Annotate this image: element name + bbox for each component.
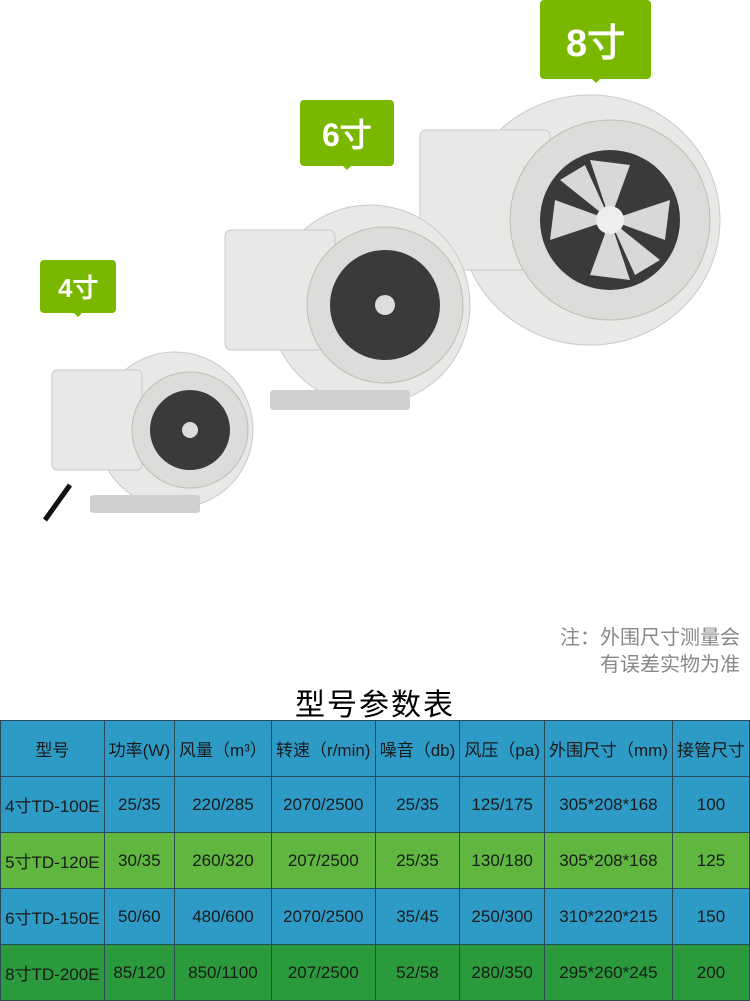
table-cell: 25/35: [375, 833, 460, 889]
table-cell: 35/45: [375, 889, 460, 945]
size-tag-6: 6寸: [300, 100, 394, 166]
table-row: 8寸TD-200E85/120850/1100207/250052/58280/…: [1, 945, 750, 1001]
table-cell: 50/60: [104, 889, 174, 945]
table-cell: 850/1100: [175, 945, 272, 1001]
note-line2: 有误差实物为准: [600, 654, 740, 676]
table-cell: 250/300: [460, 889, 545, 945]
table-cell: 2070/2500: [271, 777, 375, 833]
spec-table: 型号功率(W)风量（m³）转速（r/min)噪音（db)风压（pa)外围尺寸（m…: [0, 720, 750, 1001]
table-cell: 6寸TD-150E: [1, 889, 105, 945]
table-cell: 220/285: [175, 777, 272, 833]
fan-4-icon: [40, 310, 260, 530]
table-cell: 52/58: [375, 945, 460, 1001]
table-cell: 2070/2500: [271, 889, 375, 945]
table-cell: 207/2500: [271, 945, 375, 1001]
table-cell: 310*220*215: [544, 889, 672, 945]
spec-table-title: 型号参数表: [0, 680, 750, 724]
table-cell: 125: [672, 833, 749, 889]
table-cell: 25/35: [104, 777, 174, 833]
table-row: 5寸TD-120E30/35260/320207/250025/35130/18…: [1, 833, 750, 889]
table-cell: 125/175: [460, 777, 545, 833]
table-cell: 260/320: [175, 833, 272, 889]
table-cell: 25/35: [375, 777, 460, 833]
table-cell: 100: [672, 777, 749, 833]
note-prefix: 注：: [560, 627, 600, 649]
col-header: 接管尺寸: [672, 721, 749, 777]
col-header: 外围尺寸（mm): [544, 721, 672, 777]
table-cell: 207/2500: [271, 833, 375, 889]
table-cell: 305*208*168: [544, 777, 672, 833]
col-header: 转速（r/min): [271, 721, 375, 777]
table-cell: 200: [672, 945, 749, 1001]
table-row: 4寸TD-100E25/35220/2852070/250025/35125/1…: [1, 777, 750, 833]
product-image-area: 8寸 6寸 4寸: [0, 0, 750, 620]
table-row: 6寸TD-150E50/60480/6002070/250035/45250/3…: [1, 889, 750, 945]
col-header: 功率(W): [104, 721, 174, 777]
table-cell: 4寸TD-100E: [1, 777, 105, 833]
table-cell: 305*208*168: [544, 833, 672, 889]
measurement-note: 注：外围尺寸测量会 注：有误差实物为准: [560, 625, 740, 679]
table-cell: 280/350: [460, 945, 545, 1001]
table-cell: 480/600: [175, 889, 272, 945]
table-cell: 150: [672, 889, 749, 945]
table-cell: 130/180: [460, 833, 545, 889]
table-cell: 5寸TD-120E: [1, 833, 105, 889]
table-cell: 295*260*245: [544, 945, 672, 1001]
col-header: 型号: [1, 721, 105, 777]
table-cell: 8寸TD-200E: [1, 945, 105, 1001]
col-header: 噪音（db): [375, 721, 460, 777]
size-tag-4: 4寸: [40, 260, 116, 313]
col-header: 风压（pa): [460, 721, 545, 777]
table-cell: 85/120: [104, 945, 174, 1001]
table-cell: 30/35: [104, 833, 174, 889]
col-header: 风量（m³）: [175, 721, 272, 777]
note-line1: 外围尺寸测量会: [600, 627, 740, 649]
